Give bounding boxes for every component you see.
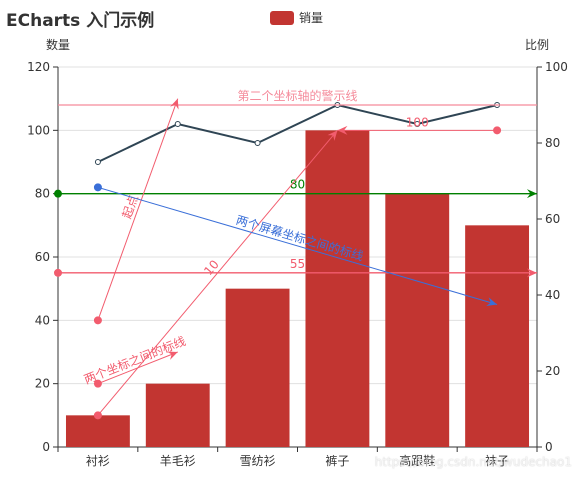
x-axis-tick-label: 裤子: [325, 454, 349, 468]
mark-line-arrow: [327, 130, 338, 141]
mark-line-start-symbol: [93, 411, 102, 420]
mark-line-arrow: [170, 98, 179, 110]
mark-line-start-symbol: [93, 379, 102, 388]
x-axis-tick-label: 雪纺衫: [240, 454, 276, 468]
line-point: [174, 121, 181, 127]
bar: [225, 288, 290, 447]
mark-line-arrow: [526, 189, 537, 199]
x-axis-tick-label: 羊毛衫: [160, 453, 196, 468]
mark-line-arrow: [166, 351, 178, 360]
mark-line-arrow: [526, 268, 537, 278]
mark-line-arrow: [486, 297, 498, 306]
bar: [465, 225, 530, 447]
right-axis-tick-label: 80: [545, 136, 560, 150]
bar: [305, 130, 370, 448]
line-point: [94, 159, 101, 165]
line-point: [254, 140, 261, 146]
right-axis-name: 比例: [525, 38, 549, 52]
mark-line-start-symbol: [54, 268, 62, 277]
mark-line-label: 10: [201, 257, 222, 278]
right-axis-tick-label: 0: [545, 440, 553, 454]
left-axis-tick-label: 0: [42, 440, 50, 454]
mark-line: [97, 351, 178, 385]
legend[interactable]: 销量: [270, 9, 323, 26]
mark-line-start-symbol: [93, 183, 102, 192]
line-series: [97, 103, 498, 163]
bar: [65, 415, 130, 447]
left-axis-tick-label: 120: [27, 60, 50, 74]
line-point: [414, 121, 421, 127]
watermark: https://blog.csdn.net/wudechao1: [374, 455, 572, 469]
right-axis-tick-label: 100: [545, 60, 568, 74]
mark-line-arrow: [337, 125, 348, 135]
mark-line-label: 两个坐标之间的标线: [82, 333, 188, 387]
mark-line-start-symbol: [493, 126, 502, 135]
mark-line: [97, 186, 498, 305]
mark-line-start-symbol: [54, 189, 62, 198]
left-axis-tick-label: 100: [27, 123, 50, 137]
mark-line-label: 55: [290, 257, 305, 271]
chart-title: ECharts 入门示例: [6, 11, 155, 31]
legend-label: 销量: [299, 11, 324, 25]
right-axis-tick-label: 40: [545, 288, 560, 302]
left-axis-tick-label: 60: [35, 250, 50, 264]
mark-line-label: 第二个坐标轴的警示线: [237, 88, 357, 103]
mark-line: [97, 98, 179, 321]
x-axis-tick-label: 袜子: [485, 454, 509, 468]
left-axis-tick-label: 40: [35, 313, 50, 327]
x-axis-tick-label: 衬衫: [86, 454, 110, 468]
left-axis-tick-label: 20: [35, 377, 50, 391]
left-axis-name: 数量: [46, 37, 70, 52]
mark-line-label: 80: [290, 178, 305, 192]
bar: [145, 383, 210, 447]
legend-swatch: [270, 10, 294, 25]
x-axis-tick-label: 高跟鞋: [399, 453, 435, 468]
right-axis-tick-label: 20: [545, 364, 560, 378]
mark-line-start-symbol: [93, 316, 102, 325]
left-axis-tick-label: 80: [35, 187, 50, 201]
bar: [385, 193, 450, 447]
right-axis-tick-label: 60: [545, 212, 560, 226]
mark-line-label: 100: [406, 115, 429, 129]
